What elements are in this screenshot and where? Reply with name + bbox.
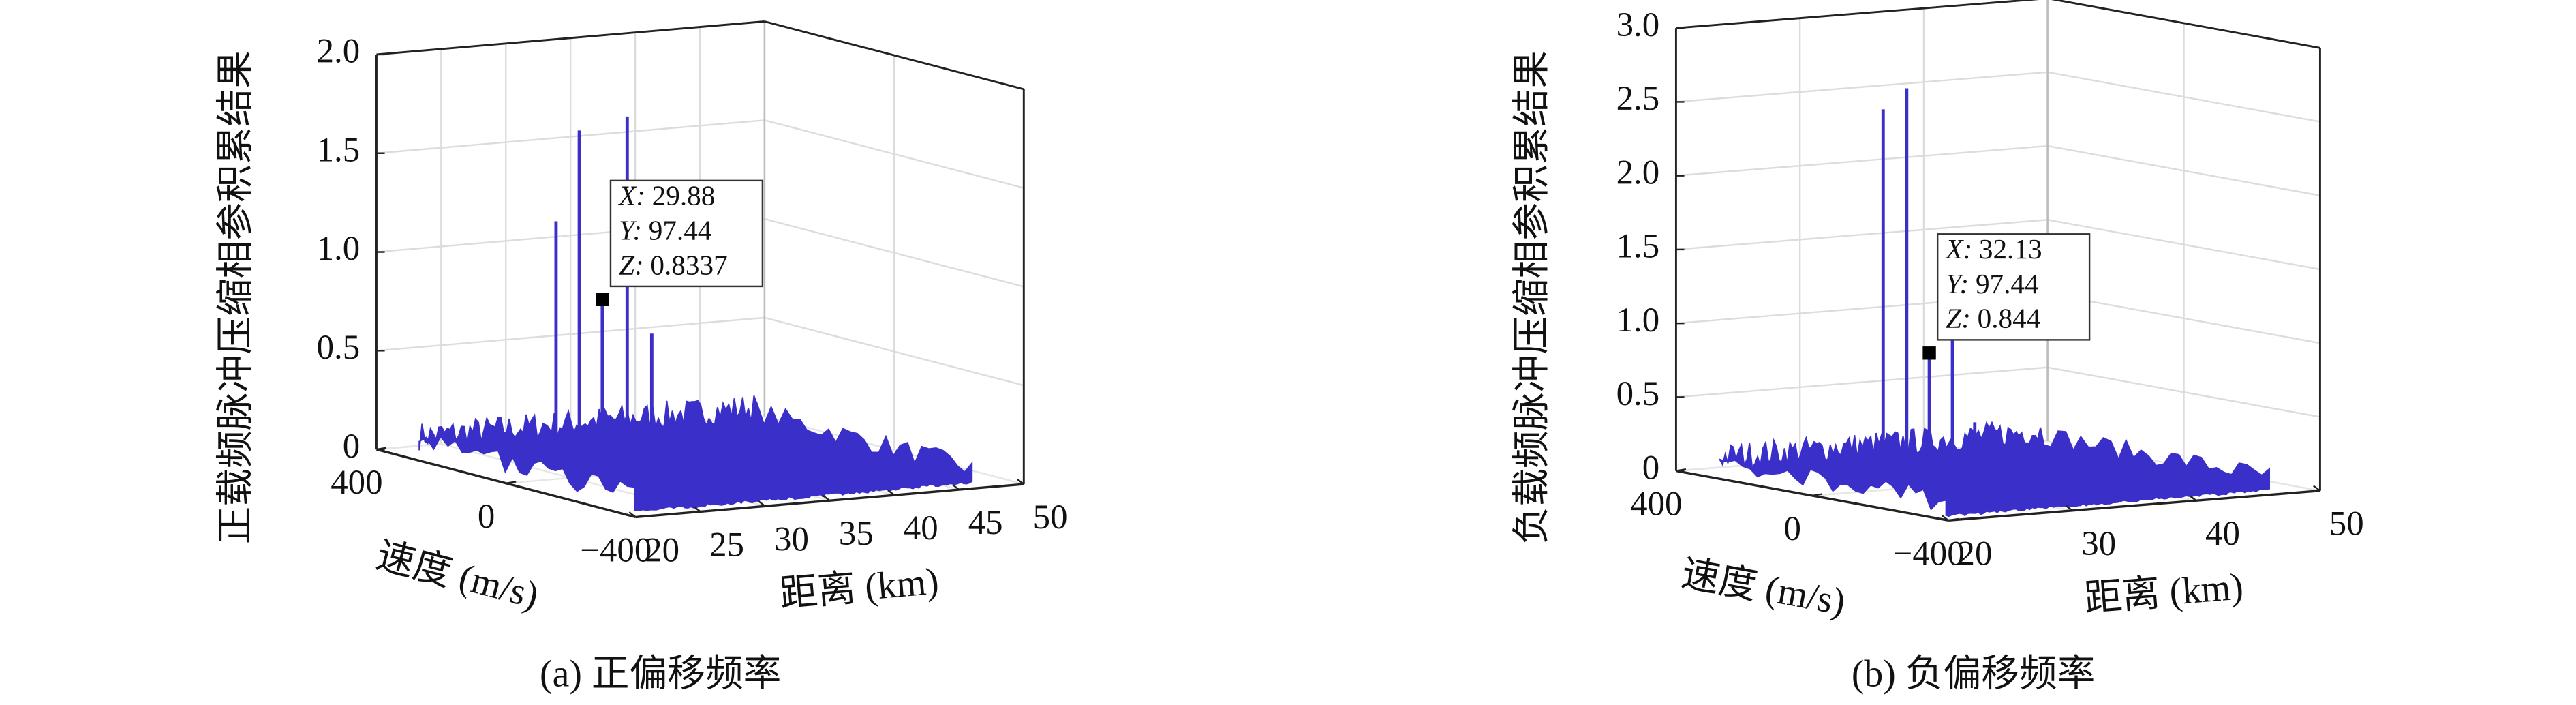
x-tick-label: 20 <box>645 531 679 569</box>
x-tick-label: 40 <box>2205 515 2240 553</box>
datatip-value: 0.844 <box>1978 303 2041 334</box>
datatip-value: 97.44 <box>1976 268 2039 299</box>
datatip-label: Z: <box>1946 303 1971 334</box>
x-tick <box>1941 515 1949 522</box>
datatip-value: 29.88 <box>652 180 716 211</box>
datatip-box <box>609 179 764 288</box>
noise-floor <box>418 395 973 511</box>
datatip-label: X: <box>617 180 645 211</box>
x-tick <box>693 506 701 513</box>
noise-floor <box>1718 421 2271 518</box>
z-tick-label: 1.5 <box>317 131 361 169</box>
y-tick-label: −400 <box>1893 535 1965 573</box>
z-tick-label: 2.5 <box>1616 80 1660 118</box>
x-axis-title: 距离 (km) <box>778 560 940 616</box>
x-tick-label: 50 <box>2329 505 2364 543</box>
z-tick-label: 2.0 <box>1616 153 1660 192</box>
datatip-label: Y: <box>1946 268 1969 299</box>
datatip-marker <box>596 292 609 307</box>
y-axis-title: 速度 (m/s) <box>1678 552 1848 623</box>
x-tick <box>951 483 960 491</box>
caption: (b) 负偏移频率 <box>1852 652 2095 695</box>
datatip-label: Z: <box>619 250 644 281</box>
datatip-line: X: 29.88 <box>617 180 715 211</box>
grid-line <box>1676 145 2048 177</box>
y-tick <box>1812 493 1823 497</box>
z-tick-label: 0 <box>1642 449 1659 487</box>
datatip-line: Y: 97.44 <box>619 215 711 246</box>
x-tick <box>1016 478 1025 485</box>
y-tick-label: 0 <box>478 498 495 536</box>
y-tick <box>1676 468 1687 472</box>
x-tick-label: 30 <box>774 520 809 558</box>
z-tick-label: 0.5 <box>317 329 361 367</box>
z-tick-label: 1.0 <box>317 230 361 268</box>
z-tick-label: 2.0 <box>317 33 361 71</box>
z-axis-title: 正载频脉冲压缩相参积累结果 <box>215 50 257 544</box>
x-tick <box>628 511 637 518</box>
box-edge <box>376 20 765 56</box>
y-tick-label: −400 <box>580 531 651 569</box>
x-tick-label: 30 <box>2081 525 2116 563</box>
z-tick-label: 0 <box>343 427 360 466</box>
x-tick <box>2065 505 2073 511</box>
x-tick-label: 50 <box>1033 498 1068 537</box>
y-tick-label: 0 <box>1784 510 1801 548</box>
caption: (a) 正偏移频率 <box>540 652 781 695</box>
grid-line <box>1676 219 2048 251</box>
datatip-box <box>1936 233 2091 341</box>
box-edge <box>2051 0 2320 49</box>
datatip-line: Z: 0.844 <box>1946 303 2040 334</box>
datatip-label: X: <box>1944 233 1972 265</box>
x-tick-label: 40 <box>904 509 938 548</box>
y-tick-label: 400 <box>331 464 382 502</box>
z-tick-label: 1.5 <box>1616 228 1660 266</box>
datatip-line: Y: 97.44 <box>1946 268 2038 299</box>
x-tick <box>2313 485 2321 492</box>
grid-line <box>1676 366 2048 398</box>
datatip-value: 97.44 <box>649 215 712 246</box>
y-tick <box>1948 518 1959 522</box>
x-axis-title: 距离 (km) <box>2083 565 2245 620</box>
datatip-value: 32.13 <box>1979 233 2042 265</box>
x-tick-label: 25 <box>709 526 744 564</box>
datatip: X: 32.13Y: 97.44Z: 0.844 <box>1936 233 2091 341</box>
datatip-label: Y: <box>619 215 642 246</box>
box-edge <box>764 20 1024 91</box>
z-axis-title: 负载频脉冲压缩相参积累结果 <box>1511 50 1553 544</box>
datatip: X: 29.88Y: 97.44Z: 0.8337 <box>609 179 764 288</box>
datatip-marker <box>1922 346 1936 360</box>
x-tick <box>758 500 766 507</box>
z-tick-label: 0.5 <box>1616 375 1660 413</box>
z-tick-label: 1.0 <box>1616 301 1660 340</box>
y-tick-label: 400 <box>1630 485 1682 524</box>
box-edge <box>1676 0 2040 29</box>
z-tick-label: 3.0 <box>1616 6 1660 44</box>
grid-line <box>1676 71 2048 103</box>
y-axis-title: 速度 (m/s) <box>372 535 543 617</box>
x-tick-label: 35 <box>839 515 874 553</box>
y-tick <box>506 481 517 484</box>
x-axis <box>1948 490 2320 522</box>
datatip-line: Z: 0.8337 <box>619 250 728 281</box>
x-tick <box>823 495 831 502</box>
datatip-line: X: 32.13 <box>1944 233 2042 265</box>
x-tick <box>887 489 895 496</box>
x-tick <box>2189 495 2197 502</box>
x-tick-label: 45 <box>968 504 1003 542</box>
y-tick <box>376 447 387 451</box>
x-tick-label: 20 <box>1958 535 1993 573</box>
datatip-value: 0.8337 <box>650 250 727 281</box>
y-tick <box>635 514 646 518</box>
